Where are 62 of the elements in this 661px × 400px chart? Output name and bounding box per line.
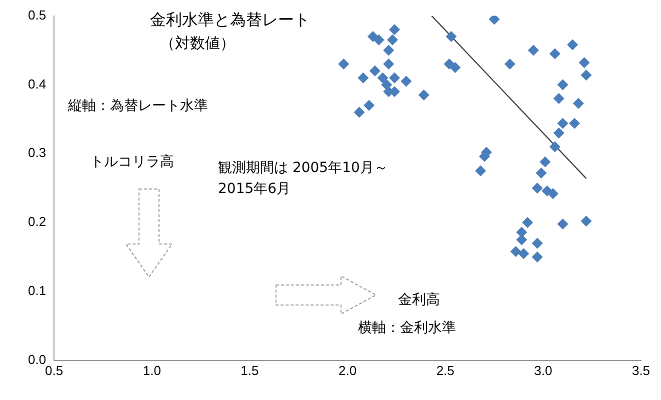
point <box>358 72 369 84</box>
chart-title: 金利水準と為替レート <box>150 9 310 31</box>
point <box>377 72 388 84</box>
annotation: トルコリラ高 <box>90 153 174 172</box>
x-tick-label: 3.0 <box>534 362 552 378</box>
point <box>383 58 394 70</box>
point <box>446 30 457 42</box>
x-tick-label: 1.0 <box>142 362 161 378</box>
point <box>532 238 543 249</box>
point <box>557 218 568 230</box>
point <box>388 24 400 36</box>
y-tick-label: 0.2 <box>28 214 46 230</box>
point <box>383 44 394 56</box>
point <box>488 16 500 25</box>
y-tick-label: 0.3 <box>28 145 46 160</box>
annotation: 観測期間は 2005年10月～ 2015年6月 <box>218 159 388 199</box>
point <box>532 182 543 194</box>
x-tick-label: 1.5 <box>240 362 259 378</box>
y-tick-label: 0.1 <box>28 283 46 298</box>
point <box>354 106 365 118</box>
point <box>338 58 350 70</box>
point <box>532 252 543 263</box>
annotation: 金利高 <box>398 291 440 310</box>
point <box>553 127 564 138</box>
point <box>528 44 539 56</box>
point <box>475 165 486 176</box>
point <box>567 39 578 50</box>
x-tick-label: 3.5 <box>632 362 650 378</box>
point <box>547 188 558 200</box>
point <box>364 100 375 111</box>
point <box>557 118 568 129</box>
point <box>373 34 384 46</box>
point <box>387 34 398 46</box>
point <box>580 216 592 227</box>
point <box>536 167 547 178</box>
point <box>572 98 584 109</box>
point <box>549 141 560 152</box>
y-tick-label: 0.0 <box>28 352 46 367</box>
text: （対数値） <box>160 33 235 54</box>
x-tick-label: 2.5 <box>436 362 454 378</box>
y-tick-label: 0.5 <box>28 7 46 22</box>
point <box>580 70 592 81</box>
point <box>504 58 516 70</box>
y-tick-label: 0.4 <box>28 76 46 92</box>
point <box>522 217 534 228</box>
point <box>540 156 551 168</box>
annotation: 縦軸：為替レート水準 <box>68 97 208 116</box>
x-tick-label: 2.0 <box>338 362 357 378</box>
point <box>549 48 560 60</box>
point <box>568 118 580 129</box>
point <box>400 76 412 87</box>
annotation: 横軸：金利水準 <box>358 319 456 338</box>
point <box>510 246 522 258</box>
point <box>578 57 590 68</box>
point <box>518 248 530 260</box>
point <box>557 79 568 90</box>
x-tick-label: 0.5 <box>45 362 64 378</box>
point <box>553 93 564 104</box>
point <box>388 72 400 84</box>
point <box>369 65 380 76</box>
point <box>418 90 430 101</box>
point <box>450 62 461 73</box>
